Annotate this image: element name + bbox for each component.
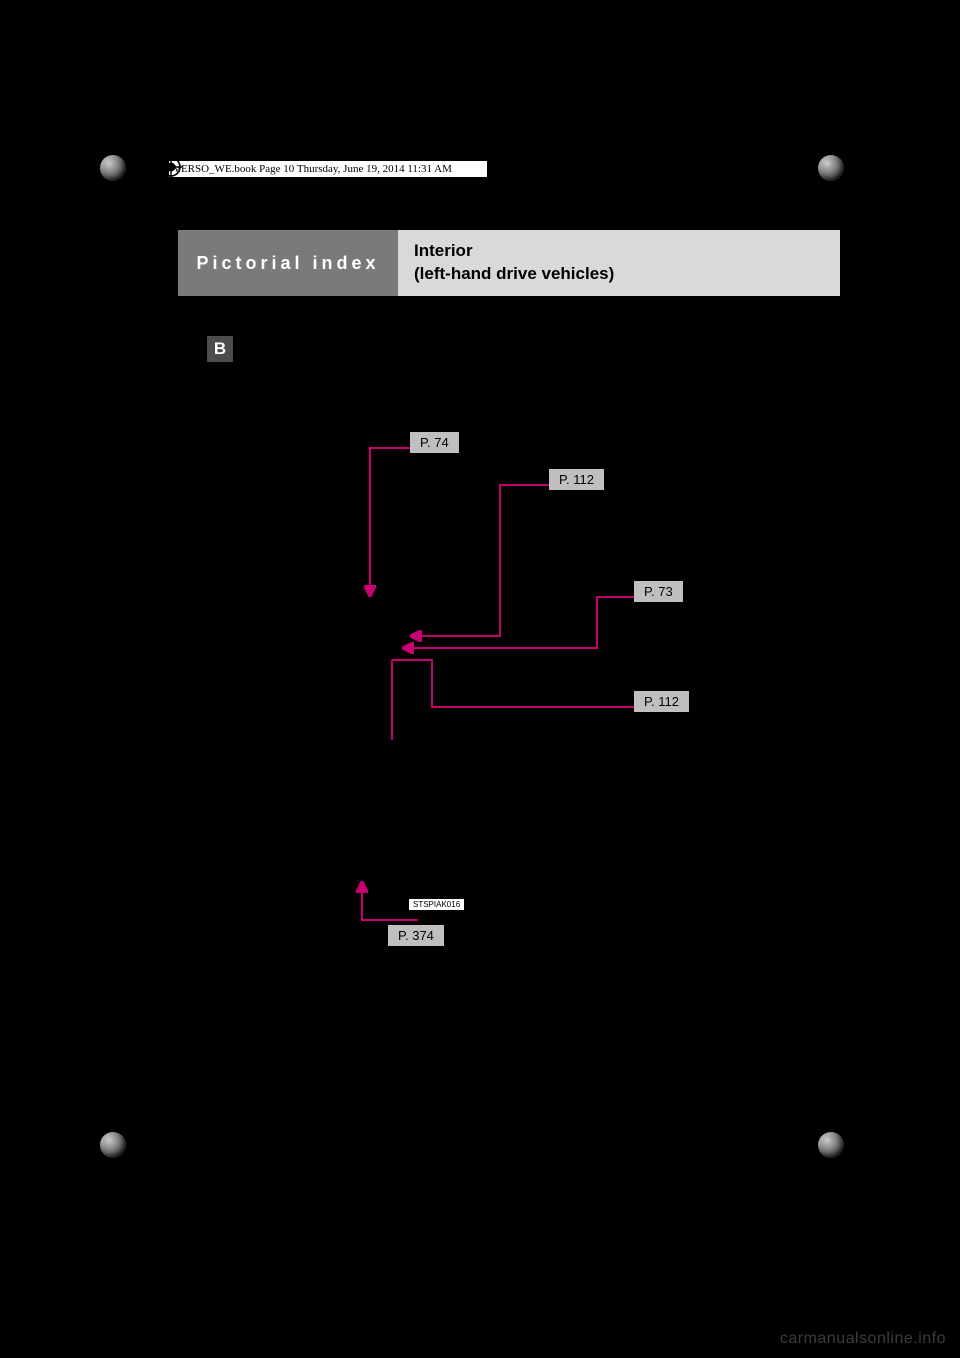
crop-sphere-tl [100, 155, 126, 181]
title-left: Pictorial index [178, 230, 398, 296]
title-right: Interior (left-hand drive vehicles) [398, 230, 840, 296]
registration-mark [112, 640, 134, 662]
registration-mark [780, 1090, 802, 1112]
title-line2: (left-hand drive vehicles) [414, 263, 824, 286]
title-line1: Interior [414, 240, 824, 263]
title-banner: Pictorial index Interior (left-hand driv… [178, 230, 840, 296]
registration-mark [780, 1140, 802, 1162]
registration-mark [462, 1140, 484, 1162]
print-header: VERSO_WE.book Page 10 Thursday, June 19,… [168, 160, 488, 178]
door-panel-diagram [178, 370, 840, 990]
crop-sphere-br [818, 1132, 844, 1158]
registration-mark [780, 156, 802, 178]
section-badge: B [207, 336, 233, 362]
watermark: carmanualsonline.info [780, 1330, 946, 1348]
crop-sphere-bl [100, 1132, 126, 1158]
crop-sphere-tr [818, 155, 844, 181]
registration-mark [160, 1090, 182, 1112]
registration-mark [160, 156, 182, 178]
page: VERSO_WE.book Page 10 Thursday, June 19,… [0, 0, 960, 1358]
registration-mark [160, 1140, 182, 1162]
